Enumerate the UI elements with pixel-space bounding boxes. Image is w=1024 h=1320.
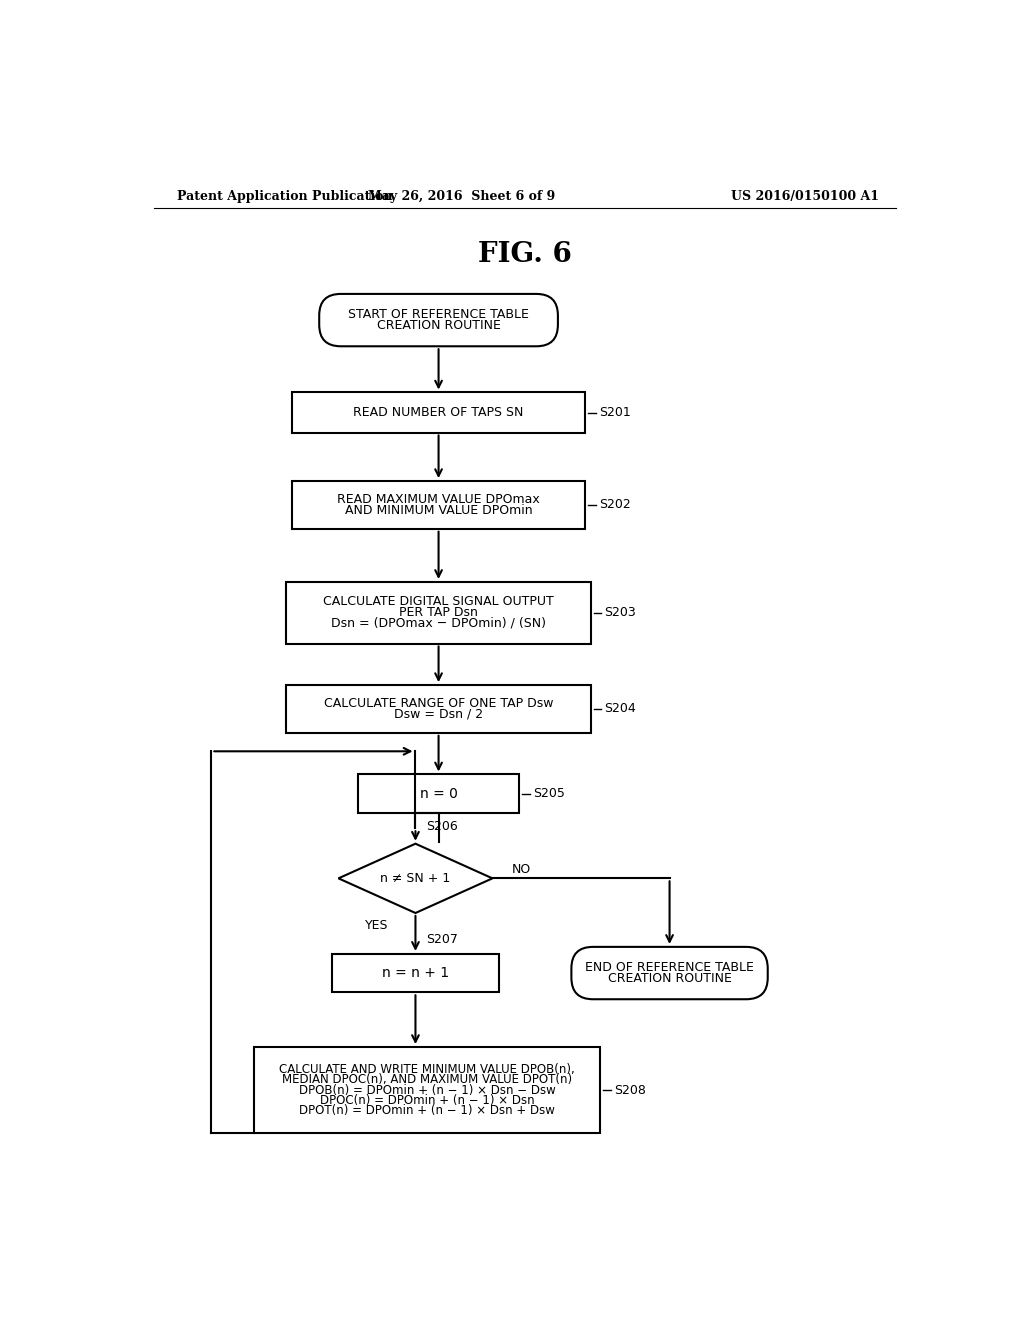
Text: READ NUMBER OF TAPS SN: READ NUMBER OF TAPS SN — [353, 407, 523, 418]
FancyBboxPatch shape — [571, 946, 768, 999]
Bar — [254, 1047, 600, 1133]
Text: May 26, 2016  Sheet 6 of 9: May 26, 2016 Sheet 6 of 9 — [368, 190, 555, 203]
Text: READ MAXIMUM VALUE DPOmax: READ MAXIMUM VALUE DPOmax — [337, 494, 540, 506]
Bar — [357, 775, 519, 813]
Text: NO: NO — [512, 862, 531, 875]
Text: FIG. 6: FIG. 6 — [478, 242, 571, 268]
Bar — [332, 954, 500, 993]
Text: S202: S202 — [599, 499, 631, 511]
Text: PER TAP Dsn: PER TAP Dsn — [399, 606, 478, 619]
Text: n = n + 1: n = n + 1 — [382, 966, 449, 979]
Bar — [292, 392, 585, 433]
Polygon shape — [339, 843, 493, 913]
Text: CALCULATE DIGITAL SIGNAL OUTPUT: CALCULATE DIGITAL SIGNAL OUTPUT — [324, 595, 554, 609]
Text: Patent Application Publication: Patent Application Publication — [177, 190, 392, 203]
Text: US 2016/0150100 A1: US 2016/0150100 A1 — [731, 190, 880, 203]
Text: DPOT(n) = DPOmin + (n − 1) × Dsn + Dsw: DPOT(n) = DPOmin + (n − 1) × Dsn + Dsw — [299, 1104, 555, 1117]
Text: AND MINIMUM VALUE DPOmin: AND MINIMUM VALUE DPOmin — [345, 504, 532, 516]
Text: Dsn = (DPOmax − DPOmin) / (SN): Dsn = (DPOmax − DPOmin) / (SN) — [331, 616, 546, 630]
Text: S203: S203 — [604, 606, 636, 619]
Text: YES: YES — [366, 919, 389, 932]
Text: S205: S205 — [534, 787, 565, 800]
Text: DPOB(n) = DPOmin + (n − 1) × Dsn − Dsw: DPOB(n) = DPOmin + (n − 1) × Dsn − Dsw — [299, 1084, 555, 1097]
FancyBboxPatch shape — [319, 294, 558, 346]
Text: n = 0: n = 0 — [420, 787, 458, 801]
Bar — [287, 685, 591, 733]
Bar — [287, 582, 591, 644]
Text: S208: S208 — [614, 1084, 646, 1097]
Text: S204: S204 — [604, 702, 636, 715]
Text: n ≠ SN + 1: n ≠ SN + 1 — [380, 871, 451, 884]
Text: DPOC(n) = DPOmin + (n − 1) × Dsn: DPOC(n) = DPOmin + (n − 1) × Dsn — [319, 1094, 535, 1106]
Text: CREATION ROUTINE: CREATION ROUTINE — [377, 319, 501, 331]
Bar — [292, 480, 585, 529]
Text: MEDIAN DPOC(n), AND MAXIMUM VALUE DPOT(n): MEDIAN DPOC(n), AND MAXIMUM VALUE DPOT(n… — [282, 1073, 572, 1086]
Text: S207: S207 — [426, 933, 458, 946]
Text: S206: S206 — [426, 820, 458, 833]
Text: CREATION ROUTINE: CREATION ROUTINE — [607, 972, 731, 985]
Text: CALCULATE RANGE OF ONE TAP Dsw: CALCULATE RANGE OF ONE TAP Dsw — [324, 697, 553, 710]
Text: S201: S201 — [599, 407, 631, 418]
Text: START OF REFERENCE TABLE: START OF REFERENCE TABLE — [348, 309, 529, 321]
Text: Dsw = Dsn / 2: Dsw = Dsn / 2 — [394, 708, 483, 721]
Text: CALCULATE AND WRITE MINIMUM VALUE DPOB(n),: CALCULATE AND WRITE MINIMUM VALUE DPOB(n… — [280, 1064, 574, 1076]
Text: END OF REFERENCE TABLE: END OF REFERENCE TABLE — [585, 961, 754, 974]
